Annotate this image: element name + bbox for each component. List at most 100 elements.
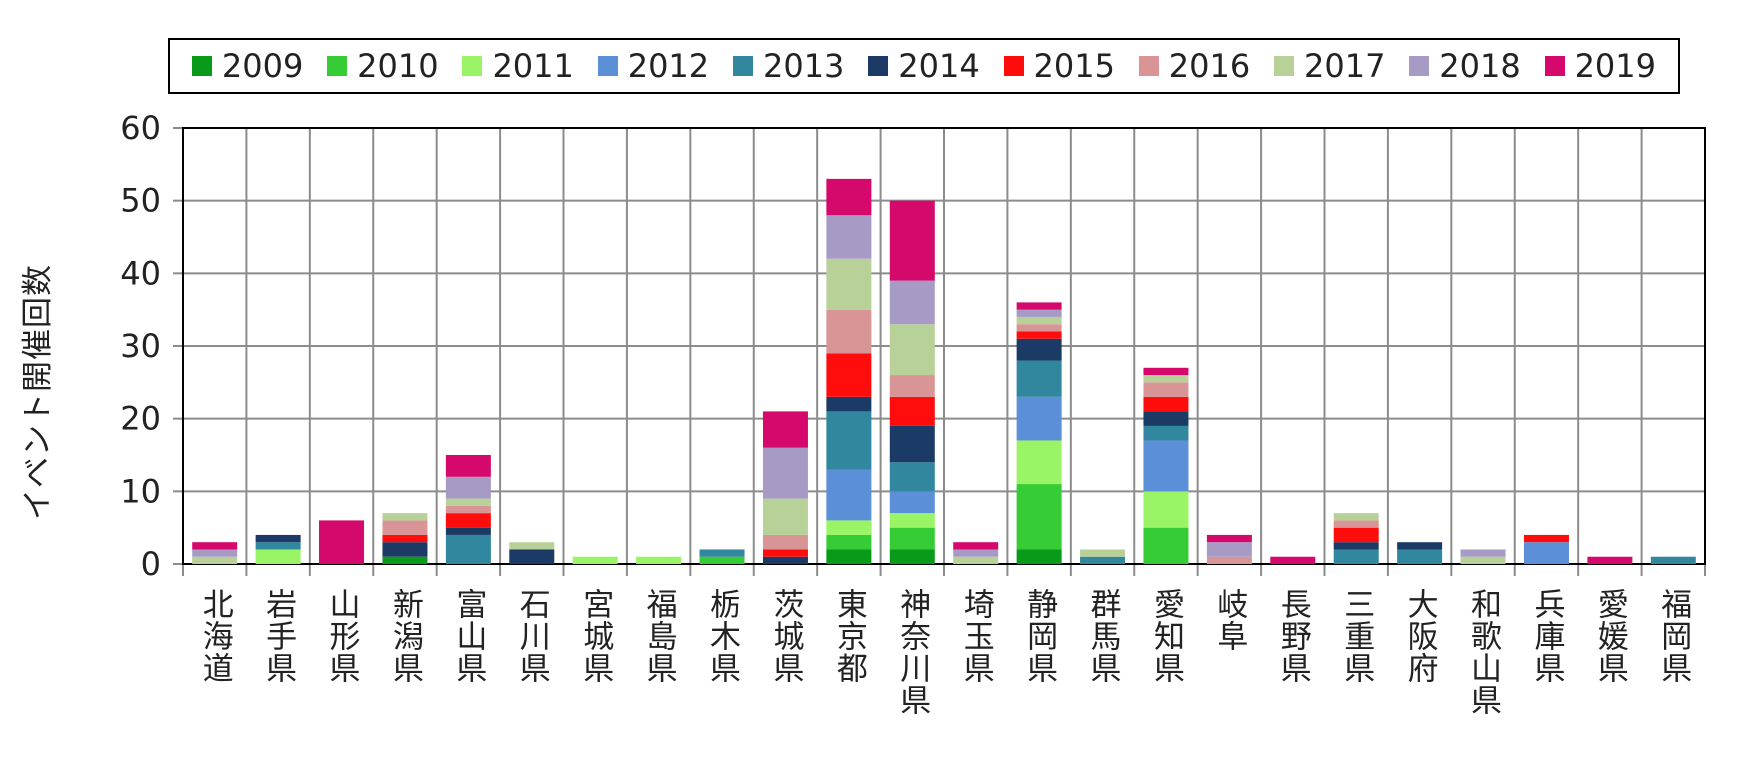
- bar-segment-2017-13: [1016, 316, 1062, 325]
- bar-segment-2014-5: [509, 549, 555, 564]
- legend-label: 2010: [357, 47, 439, 85]
- bar-segment-2010-8: [699, 556, 745, 564]
- bar-segment-2017-4: [445, 498, 491, 506]
- legend-item: 2013: [732, 47, 845, 85]
- x-category-label: 神奈川県: [894, 588, 931, 716]
- bar-segment-2012-11: [889, 491, 935, 514]
- y-tick-label: 10: [120, 472, 161, 510]
- x-category-label: 茨城県: [767, 588, 804, 684]
- bar-segment-2019-12: [953, 542, 999, 550]
- bar-segment-2017-14: [1080, 549, 1126, 557]
- bar-segment-2015-18: [1333, 527, 1379, 543]
- bar-segment-2017-3: [382, 513, 428, 521]
- bar-segment-2013-13: [1016, 360, 1062, 397]
- bar-segment-2018-9: [762, 447, 808, 499]
- legend-label: 2009: [221, 47, 304, 85]
- legend-swatch: [868, 56, 889, 76]
- legend-swatch: [732, 56, 753, 76]
- x-category-label: 東京都: [830, 588, 867, 684]
- bar-segment-2018-16: [1206, 542, 1252, 557]
- bar-segment-2017-12: [953, 556, 999, 564]
- bar-segment-2019-0: [192, 542, 238, 550]
- bar-segment-2018-11: [889, 280, 935, 325]
- legend-item: 2009: [191, 47, 304, 85]
- bar-segment-2011-10: [826, 520, 872, 535]
- bar-segment-2017-11: [889, 324, 935, 376]
- bar-segment-2012-21: [1523, 542, 1569, 564]
- legend-item: 2014: [868, 47, 980, 85]
- legend-item: 2012: [597, 47, 709, 85]
- bar-segment-2013-19: [1397, 549, 1443, 564]
- bar-segment-2013-10: [826, 411, 872, 470]
- bar-segment-2016-18: [1333, 520, 1379, 528]
- bar-segment-2010-15: [1143, 527, 1189, 564]
- bar-segment-2018-4: [445, 476, 491, 499]
- bar-segment-2016-3: [382, 520, 428, 535]
- bar-segment-2019-10: [826, 178, 872, 216]
- bar-segment-2014-3: [382, 542, 428, 557]
- bar-segment-2016-15: [1143, 382, 1189, 397]
- x-category-label: 埼玉県: [957, 588, 994, 684]
- bar-segment-2014-9: [762, 556, 808, 564]
- bar-segment-2017-5: [509, 542, 555, 550]
- x-category-label: 大阪府: [1401, 588, 1438, 684]
- bar-segment-2012-10: [826, 469, 872, 521]
- x-category-label: 兵庫県: [1528, 588, 1565, 684]
- bar-segment-2013-14: [1080, 556, 1126, 564]
- bar-segment-2015-10: [826, 353, 872, 397]
- x-category-label: 福島県: [640, 588, 677, 684]
- bar-segment-2016-13: [1016, 324, 1062, 332]
- x-category-label: 岐阜: [1211, 588, 1248, 652]
- bar-segment-2016-10: [826, 309, 872, 354]
- x-category-label: 富山県: [450, 588, 487, 684]
- bar-segment-2018-13: [1016, 309, 1062, 317]
- legend-swatch: [462, 56, 483, 76]
- bar-segment-2014-15: [1143, 411, 1189, 426]
- bar-segment-2013-1: [255, 542, 301, 550]
- bar-segment-2014-19: [1397, 542, 1443, 550]
- bar-segment-2013-23: [1650, 556, 1696, 564]
- bar-segment-2017-18: [1333, 513, 1379, 521]
- legend-label: 2013: [762, 47, 845, 85]
- x-category-label: 群馬県: [1084, 588, 1121, 684]
- legend-item: 2017: [1274, 47, 1385, 85]
- bar-segment-2016-16: [1206, 556, 1252, 564]
- bar-segment-2019-15: [1143, 367, 1189, 376]
- y-tick-label: 20: [120, 400, 161, 438]
- bar-segment-2014-11: [889, 425, 935, 463]
- plot-frame: [182, 127, 1706, 565]
- bar-segment-2019-9: [762, 411, 808, 448]
- legend-item: 2019: [1544, 47, 1656, 85]
- x-category-label: 愛知県: [1147, 588, 1184, 684]
- x-category-label: 愛媛県: [1591, 588, 1628, 684]
- bar-segment-2017-15: [1143, 375, 1189, 383]
- bar-segment-2015-15: [1143, 396, 1189, 412]
- bar-segment-2011-1: [255, 549, 301, 564]
- legend-swatch: [1003, 56, 1024, 76]
- bar-segment-2018-0: [192, 549, 238, 557]
- legend-label: 2018: [1439, 47, 1521, 85]
- legend-swatch: [327, 56, 348, 76]
- bar-segment-2014-18: [1333, 542, 1379, 550]
- bar-segment-2017-20: [1460, 556, 1506, 564]
- chart-legend: 2009 2010 2011 2012 2013 2014 2015 2016 2017 2018…: [168, 38, 1680, 94]
- legend-swatch: [597, 56, 618, 76]
- bar-segment-2011-6: [572, 556, 618, 564]
- bar-segment-2013-8: [699, 549, 745, 557]
- x-category-label: 山形県: [323, 588, 360, 684]
- bar-segment-2009-13: [1016, 549, 1062, 564]
- y-tick-label: 0: [141, 545, 161, 583]
- legend-item: 2011: [462, 47, 574, 85]
- x-category-label: 新潟県: [386, 588, 423, 684]
- x-category-label: 静岡県: [1021, 588, 1058, 684]
- bar-segment-2013-11: [889, 462, 935, 492]
- bar-segment-2015-3: [382, 534, 428, 543]
- legend-item: 2016: [1138, 47, 1250, 85]
- x-category-label: 三重県: [1338, 588, 1375, 684]
- bar-segment-2013-15: [1143, 425, 1189, 441]
- x-category-label: 北海道: [196, 588, 233, 684]
- bar-segment-2016-11: [889, 375, 935, 397]
- bar-segment-2019-11: [889, 200, 935, 281]
- bar-segment-2018-10: [826, 215, 872, 259]
